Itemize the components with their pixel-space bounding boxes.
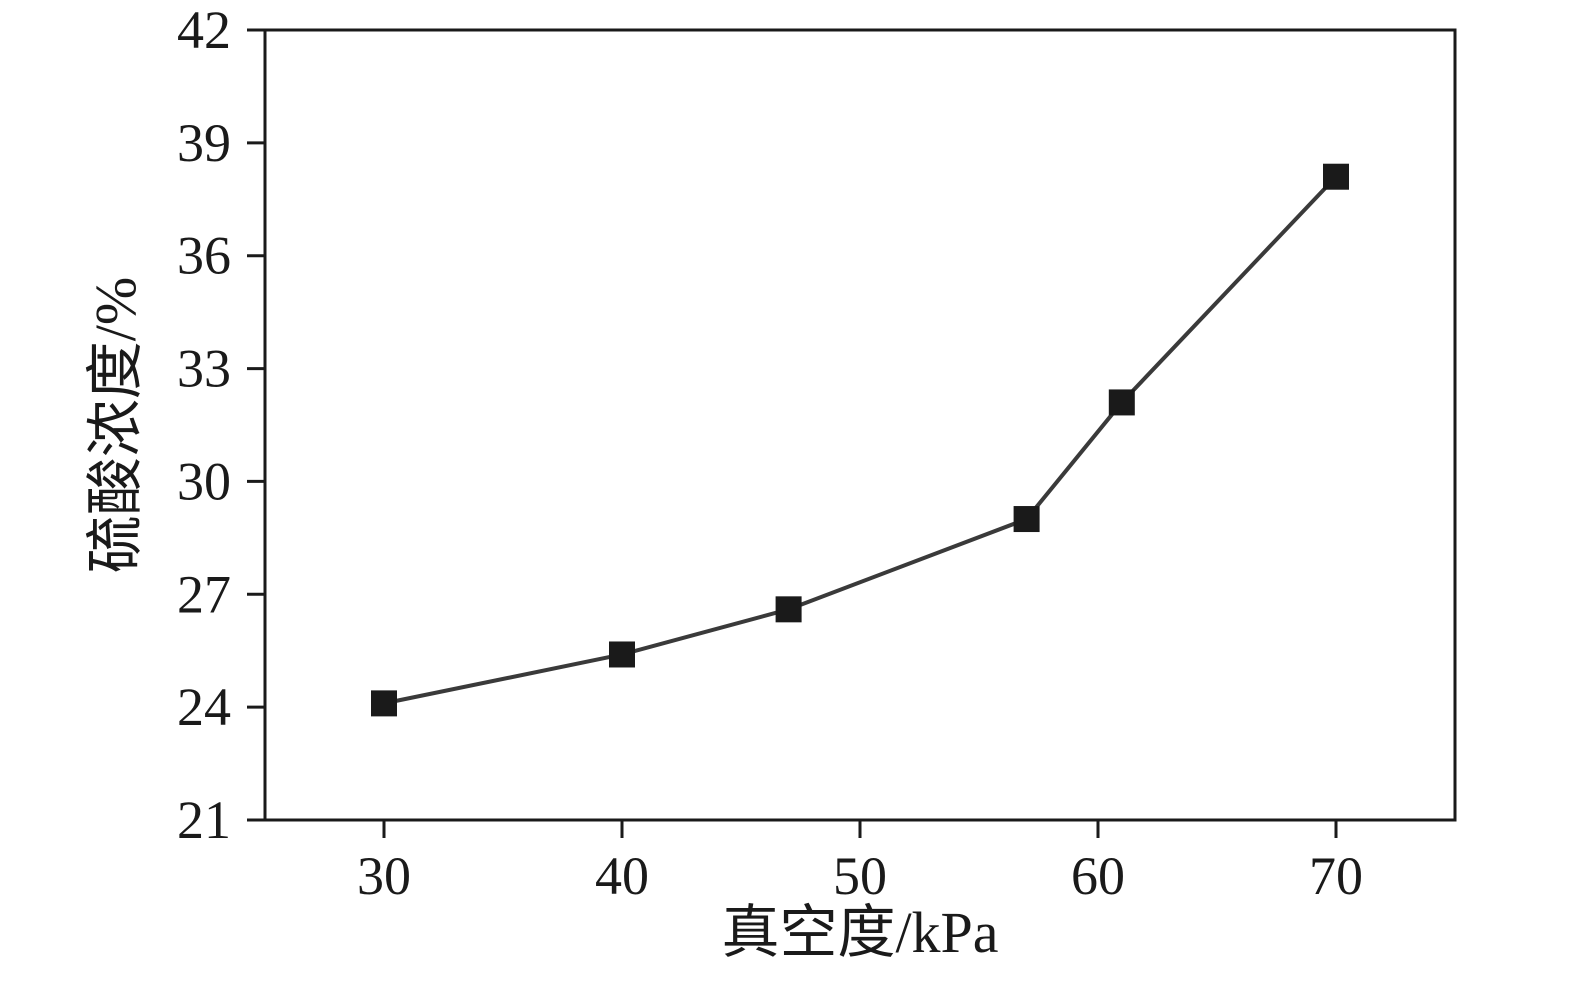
tick-labels-group: 30 40 50 60 70 21 24 27 30 33 36 39 42: [177, 0, 1363, 906]
x-tick-label: 50: [833, 846, 887, 906]
y-tick-label: 30: [177, 451, 231, 511]
x-axis-title: 真空度/kPa: [721, 900, 998, 965]
x-tick-label: 40: [595, 846, 649, 906]
y-tick-label: 39: [177, 113, 231, 173]
y-tick-label: 21: [177, 790, 231, 850]
y-axis-title: 硫酸浓度/%: [83, 277, 148, 573]
y-tick-label: 27: [177, 564, 231, 624]
data-point-marker: [775, 596, 802, 623]
y-tick-label: 33: [177, 339, 231, 399]
data-point-marker: [1323, 163, 1349, 190]
x-tick-label: 70: [1309, 846, 1363, 906]
y-tick-label: 24: [177, 677, 231, 737]
data-point-marker: [371, 690, 397, 717]
y-tick-label: 42: [177, 0, 231, 60]
data-point-marker: [1013, 506, 1040, 533]
data-point-marker: [609, 641, 635, 668]
data-series-group: [371, 163, 1349, 717]
x-tick-label: 30: [357, 846, 411, 906]
plot-frame-group: [263, 28, 1457, 822]
data-line: [383, 175, 1338, 706]
data-point-marker: [1108, 389, 1135, 416]
plot-frame: [263, 28, 1457, 822]
x-tick-label: 60: [1071, 846, 1125, 906]
y-tick-label: 36: [177, 226, 231, 286]
axis-ticks-group: [247, 28, 1338, 838]
